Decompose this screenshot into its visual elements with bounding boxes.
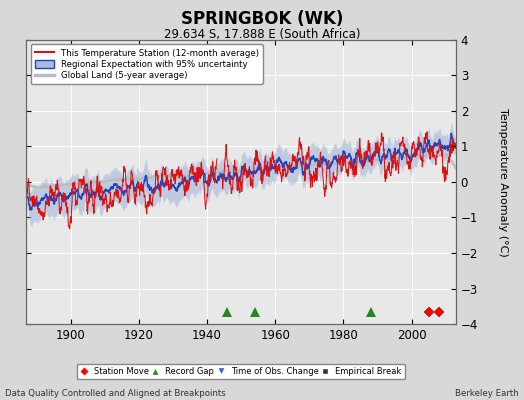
Text: Berkeley Earth: Berkeley Earth <box>455 389 519 398</box>
Y-axis label: Temperature Anomaly (°C): Temperature Anomaly (°C) <box>498 108 508 256</box>
Legend: Station Move, Record Gap, Time of Obs. Change, Empirical Break: Station Move, Record Gap, Time of Obs. C… <box>77 364 405 380</box>
Text: 29.634 S, 17.888 E (South Africa): 29.634 S, 17.888 E (South Africa) <box>163 28 361 41</box>
Text: SPRINGBOK (WK): SPRINGBOK (WK) <box>181 10 343 28</box>
Text: Data Quality Controlled and Aligned at Breakpoints: Data Quality Controlled and Aligned at B… <box>5 389 226 398</box>
